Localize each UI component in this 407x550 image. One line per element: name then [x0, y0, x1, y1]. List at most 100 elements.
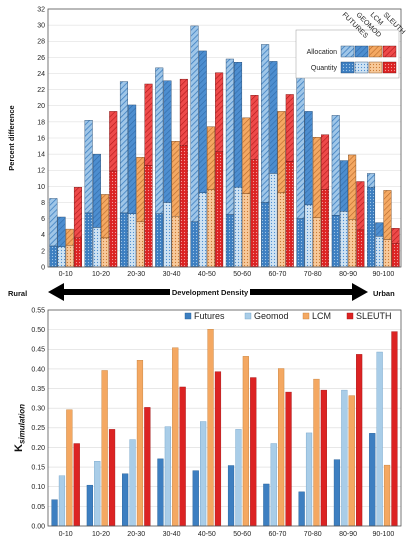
top-bar-allocation-lcm-0-10: [65, 228, 74, 246]
top-bar-quantity-geomod-20-30: [128, 213, 137, 268]
top-x-tick-90-100: 90-100: [372, 271, 394, 278]
top-bar-quantity-futures-30-40: [155, 213, 164, 268]
top-y-tick-30: 30: [37, 23, 45, 30]
top-bar-allocation-sleuth-30-40: [179, 78, 188, 146]
top-bar-quantity-futures-20-30: [119, 212, 128, 268]
top-bar-quantity-geomod-30-40: [163, 202, 172, 268]
bottom-bar-geomod-50-60: [235, 429, 242, 527]
top-bar-allocation-sleuth-80-90: [356, 181, 365, 231]
top-y-tick-6: 6: [41, 216, 45, 223]
top-bar-allocation-geomod-80-90: [339, 160, 348, 212]
top-bar-allocation-futures-40-50: [190, 25, 199, 223]
bottom-bar-sleuth-40-50: [214, 371, 222, 527]
top-bar-allocation-lcm-10-20: [101, 194, 110, 239]
top-bar-quantity-sleuth-0-10: [73, 237, 82, 268]
top-chart-y-axis-label: Percent difference: [7, 105, 16, 170]
bottom-bar-geomod-80-90: [341, 389, 348, 527]
top-bar-quantity-futures-0-10: [49, 245, 58, 268]
top-bar-quantity-geomod-40-50: [198, 192, 207, 268]
bottom-x-tick-70-80: 70-80: [304, 531, 322, 538]
top-bar-quantity-lcm-10-20: [101, 237, 110, 268]
top-bar-quantity-lcm-30-40: [171, 216, 180, 268]
top-bar-allocation-geomod-50-60: [234, 62, 243, 188]
top-y-tick-26: 26: [37, 55, 45, 62]
bottom-bar-lcm-30-40: [172, 347, 179, 527]
top-bar-quantity-futures-70-80: [296, 218, 305, 268]
top-bar-allocation-lcm-30-40: [171, 141, 180, 217]
top-y-tick-18: 18: [37, 119, 45, 126]
top-bar-quantity-sleuth-40-50: [215, 151, 224, 268]
bottom-bar-geomod-60-70: [270, 443, 277, 527]
top-bar-allocation-futures-20-30: [119, 81, 128, 214]
bottom-bar-futures-40-50: [192, 470, 199, 527]
bottom-legend-label-geomod: Geomod: [254, 311, 289, 321]
bottom-legend-swatch-futures: [184, 312, 192, 320]
top-bar-allocation-sleuth-70-80: [321, 134, 330, 190]
legend-swatch-geomod-allocation: [354, 45, 369, 58]
top-y-tick-8: 8: [41, 200, 45, 207]
top-bar-allocation-sleuth-0-10: [73, 186, 82, 239]
bottom-bar-futures-30-40: [157, 458, 164, 527]
top-bar-allocation-futures-0-10: [49, 198, 58, 247]
top-x-tick-0-10: 0-10: [59, 271, 73, 278]
bottom-bar-lcm-40-50: [207, 329, 214, 527]
bottom-x-tick-80-90: 80-90: [339, 531, 357, 538]
top-bar-quantity-futures-50-60: [225, 214, 234, 268]
top-bar-allocation-geomod-30-40: [163, 80, 172, 203]
top-bar-allocation-lcm-90-100: [383, 190, 392, 240]
top-bar-allocation-futures-80-90: [331, 115, 340, 216]
top-bar-allocation-futures-70-80: [296, 77, 305, 219]
bottom-bar-geomod-90-100: [376, 351, 383, 527]
legend-swatch-sleuth-quantity: [382, 61, 397, 74]
top-y-tick-28: 28: [37, 39, 45, 46]
top-bar-allocation-geomod-90-100: [375, 222, 384, 237]
bottom-bar-lcm-50-60: [242, 356, 249, 527]
top-bar-allocation-sleuth-40-50: [215, 72, 224, 152]
bottom-bar-futures-90-100: [369, 433, 376, 527]
top-y-tick-32: 32: [37, 6, 45, 13]
top-bar-quantity-lcm-90-100: [383, 239, 392, 268]
legend-swatch-lcm-allocation: [368, 45, 383, 58]
bottom-x-tick-30-40: 30-40: [163, 531, 181, 538]
top-x-tick-40-50: 40-50: [198, 271, 216, 278]
top-bar-quantity-sleuth-30-40: [179, 145, 188, 268]
top-bar-allocation-lcm-80-90: [348, 154, 357, 220]
bottom-bar-futures-60-70: [263, 483, 270, 527]
top-bar-quantity-sleuth-10-20: [109, 170, 118, 268]
bottom-bar-lcm-90-100: [383, 464, 391, 527]
top-bar-quantity-geomod-10-20: [92, 227, 101, 268]
top-bar-quantity-lcm-0-10: [65, 245, 74, 268]
top-bar-quantity-lcm-20-30: [136, 221, 145, 268]
bottom-chart-frame: [47, 309, 402, 527]
legend-row-allocation: Allocation: [307, 49, 337, 56]
top-bar-allocation-sleuth-10-20: [109, 111, 118, 172]
top-bar-quantity-sleuth-80-90: [356, 229, 365, 268]
top-bar-quantity-lcm-60-70: [277, 192, 286, 268]
top-chart-frame: [47, 8, 402, 268]
legend-row-quantity: Quantity: [311, 65, 338, 72]
top-x-tick-50-60: 50-60: [233, 271, 251, 278]
top-bar-allocation-geomod-20-30: [128, 104, 137, 214]
bottom-bar-lcm-10-20: [101, 370, 108, 527]
top-bar-allocation-futures-90-100: [367, 173, 376, 188]
bottom-y-tick-0-00: 0.00: [31, 523, 45, 530]
bottom-x-tick-60-70: 60-70: [268, 531, 286, 538]
bottom-bar-lcm-60-70: [278, 368, 285, 527]
top-bar-quantity-lcm-50-60: [242, 193, 251, 268]
top-bar-quantity-futures-10-20: [84, 212, 93, 268]
legend-swatch-lcm-quantity: [368, 61, 383, 74]
bottom-legend-label-futures: Futures: [194, 311, 225, 321]
bottom-x-tick-40-50: 40-50: [198, 531, 216, 538]
top-bar-allocation-geomod-10-20: [92, 153, 101, 228]
bottom-legend-label-lcm: LCM: [312, 311, 331, 321]
bottom-legend-label-sleuth: SLEUTH: [356, 311, 392, 321]
bottom-bar-sleuth-60-70: [285, 391, 292, 527]
bottom-bar-futures-50-60: [227, 465, 235, 527]
bottom-bar-sleuth-50-60: [250, 377, 257, 527]
top-chart-bars: [49, 25, 400, 268]
top-bar-quantity-sleuth-50-60: [250, 159, 259, 268]
top-y-tick-10: 10: [37, 184, 45, 191]
top-y-tick-14: 14: [37, 152, 45, 159]
bottom-bar-geomod-10-20: [94, 461, 101, 527]
